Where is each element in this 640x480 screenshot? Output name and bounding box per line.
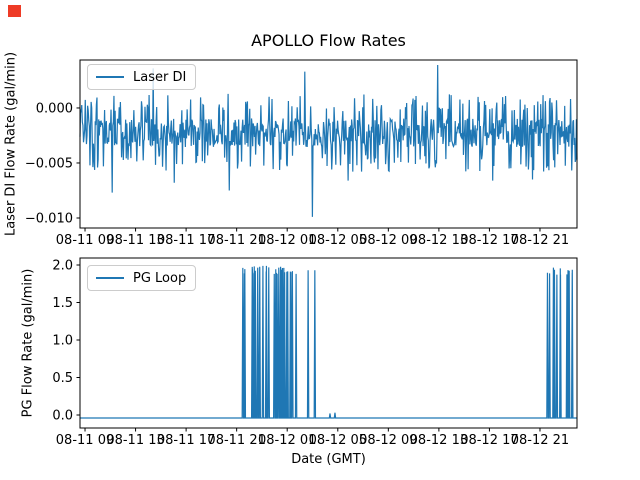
y-tick-label: 0.0	[52, 409, 73, 424]
y-tick-label: −0.005	[25, 156, 73, 171]
legend-laser-di: Laser DI	[87, 64, 196, 90]
x-tick-label: 08-12 09	[359, 433, 417, 448]
y-tick-label: 0.5	[52, 371, 73, 386]
x-tick-label: 08-12 09	[359, 233, 417, 248]
y-tick-label: 0.000	[36, 101, 73, 116]
x-tick-label: 08-12 05	[309, 233, 367, 248]
axes-frame-0	[79, 59, 578, 229]
series-line-0	[79, 65, 578, 217]
legend-line-sample-laser-di	[96, 76, 124, 78]
legend-pg-loop: PG Loop	[87, 265, 196, 291]
x-tick-label: 08-12 21	[511, 433, 569, 448]
x-tick-label: 08-12 05	[309, 433, 367, 448]
chart-title: APOLLO Flow Rates	[251, 31, 406, 50]
x-tick-label: 08-11 17	[157, 433, 215, 448]
axes-frame-1	[79, 257, 578, 429]
x-tick-label: 08-12 01	[258, 233, 316, 248]
legend-label-laser-di: Laser DI	[133, 69, 187, 85]
x-tick-label: 08-11 13	[106, 233, 164, 248]
x-tick-label: 08-12 01	[258, 433, 316, 448]
y-tick-label: 1.5	[52, 296, 73, 311]
x-axis-label: Date (GMT)	[291, 452, 366, 467]
y-tick-label: 2.0	[52, 258, 73, 273]
x-tick-label: 08-11 21	[207, 433, 265, 448]
x-tick-label: 08-11 13	[106, 433, 164, 448]
x-tick-label: 08-12 17	[460, 433, 518, 448]
red-square-marker	[8, 5, 21, 17]
x-tick-label: 08-12 13	[410, 433, 468, 448]
legend-line-sample-pg-loop	[96, 277, 124, 279]
x-tick-label: 08-11 17	[157, 233, 215, 248]
y-tick-label: 1.0	[52, 333, 73, 348]
y-tick-label: −0.010	[25, 211, 73, 226]
x-tick-label: 08-12 13	[410, 233, 468, 248]
x-tick-label: 08-11 09	[56, 233, 114, 248]
series-line-1	[80, 265, 577, 419]
x-tick-label: 08-12 21	[511, 233, 569, 248]
x-tick-label: 08-11 21	[207, 233, 265, 248]
x-tick-label: 08-12 17	[460, 233, 518, 248]
legend-label-pg-loop: PG Loop	[133, 270, 187, 286]
x-tick-label: 08-11 09	[56, 433, 114, 448]
